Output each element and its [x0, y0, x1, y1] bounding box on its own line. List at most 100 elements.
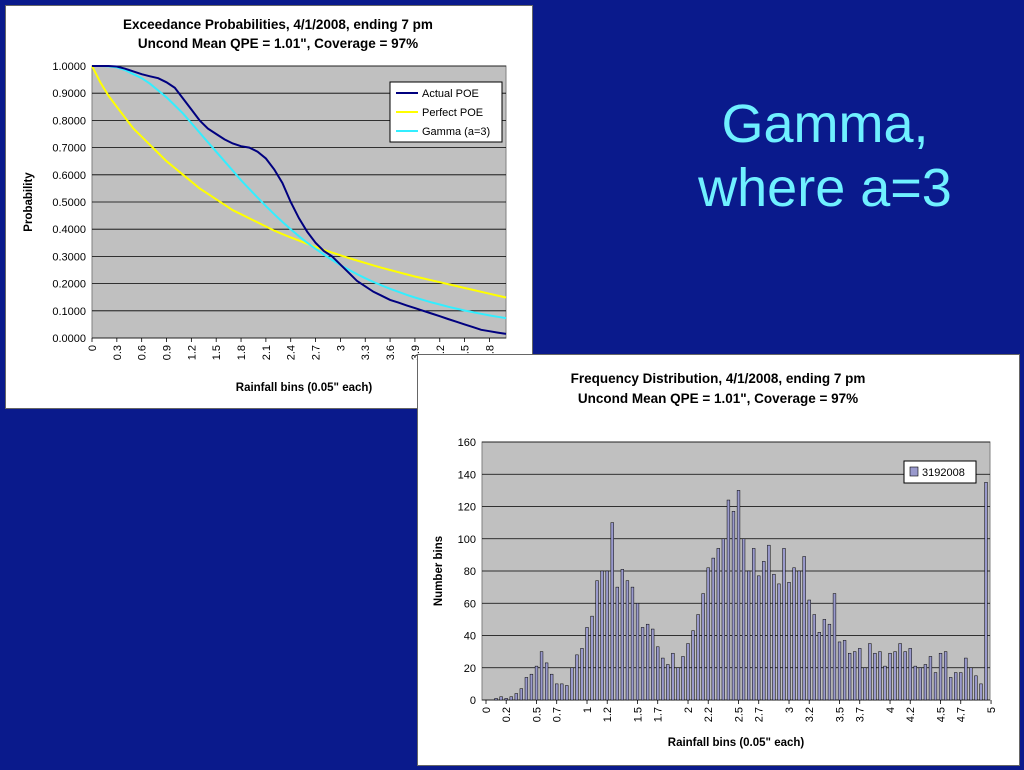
frequency-bar — [620, 569, 625, 701]
exceedance-x-tick-label: 0.6 — [137, 345, 149, 360]
frequency-x-tick-label: 0.5 — [532, 707, 544, 722]
frequency-bar — [757, 575, 761, 701]
frequency-x-tick-label: 3.7 — [855, 707, 867, 722]
legend-label-3192008: 3192008 — [922, 467, 965, 479]
frequency-x-tick-label: 0 — [481, 707, 493, 713]
frequency-bar — [772, 573, 776, 701]
frequency-bar — [878, 651, 882, 701]
frequency-x-tick-label: 2.5 — [734, 707, 746, 722]
exceedance-x-tick-label: 2.7 — [311, 345, 323, 360]
frequency-bar — [853, 651, 857, 701]
exceedance-x-tick-label: 1.2 — [186, 345, 198, 360]
frequency-bar — [787, 582, 791, 701]
frequency-bar — [782, 548, 786, 701]
frequency-bar — [827, 623, 832, 701]
frequency-bar — [731, 511, 736, 701]
frequency-chart-panel: Frequency Distribution, 4/1/2008, ending… — [417, 354, 1020, 766]
frequency-bar — [918, 667, 922, 701]
frequency-y-tick-label: 160 — [458, 437, 476, 449]
frequency-bar — [539, 651, 544, 701]
exceedance-x-tick-label: 0.9 — [162, 345, 174, 360]
frequency-x-tick-label: 3.5 — [835, 707, 847, 722]
frequency-bar — [605, 570, 609, 701]
frequency-bar — [661, 657, 665, 701]
frequency-bar — [938, 652, 943, 701]
exceedance-chart-title: Exceedance Probabilities, 4/1/2008, endi… — [123, 17, 433, 32]
exceedance-y-axis-label: Probability — [23, 172, 35, 232]
frequency-bar — [842, 640, 847, 701]
exceedance-y-tick-label: 0.7000 — [52, 143, 86, 155]
frequency-bar — [656, 646, 660, 701]
frequency-bar — [868, 643, 872, 701]
slide-title-line2: where a=3 — [698, 158, 952, 218]
exceedance-y-tick-label: 0.5000 — [52, 197, 86, 209]
frequency-x-tick-label: 3 — [784, 707, 796, 713]
frequency-bar — [903, 651, 907, 701]
exceedance-x-tick-label: 0 — [87, 345, 99, 351]
frequency-bar — [746, 570, 751, 701]
frequency-bar — [494, 698, 498, 701]
frequency-bar — [529, 673, 534, 701]
frequency-bar — [560, 683, 564, 701]
frequency-x-tick-label: 4.7 — [956, 707, 968, 722]
frequency-bar — [802, 556, 806, 701]
exceedance-y-tick-label: 0.8000 — [52, 115, 86, 127]
frequency-x-tick-label: 2 — [683, 707, 695, 713]
frequency-bar — [716, 548, 720, 701]
frequency-bar — [777, 583, 781, 701]
frequency-x-tick-label: 4.5 — [936, 707, 948, 722]
frequency-y-tick-label: 0 — [470, 695, 476, 707]
exceedance-x-tick-label: 2.4 — [286, 345, 298, 360]
frequency-x-tick-label: 0.2 — [501, 707, 513, 722]
frequency-chart-subtitle: Uncond Mean QPE = 1.01", Coverage = 97% — [578, 391, 858, 406]
frequency-bar — [959, 672, 963, 701]
frequency-bar — [984, 482, 988, 701]
frequency-bar — [519, 688, 523, 701]
frequency-bar — [964, 657, 968, 701]
frequency-bar — [686, 643, 690, 701]
frequency-x-tick-label: 1.2 — [602, 707, 614, 722]
frequency-bar — [893, 651, 897, 701]
exceedance-chart: Exceedance Probabilities, 4/1/2008, endi… — [23, 17, 507, 394]
frequency-bar — [888, 652, 892, 701]
frequency-chart: Frequency Distribution, 4/1/2008, ending… — [433, 371, 998, 749]
exceedance-x-tick-label: 3 — [335, 345, 347, 351]
frequency-bar — [544, 662, 549, 701]
frequency-bar — [943, 651, 948, 701]
frequency-bar — [610, 522, 614, 701]
frequency-bar — [640, 627, 645, 701]
frequency-x-tick-label: 4 — [885, 707, 897, 713]
frequency-bar — [625, 580, 630, 701]
frequency-bar — [837, 641, 842, 701]
frequency-bar — [630, 586, 635, 701]
exceedance-y-tick-label: 1.0000 — [52, 61, 86, 73]
frequency-bar — [848, 652, 852, 701]
frequency-x-tick-label: 0.7 — [552, 707, 564, 722]
frequency-bar — [635, 603, 640, 701]
frequency-x-axis-label: Rainfall bins (0.05" each) — [668, 737, 805, 749]
frequency-bar — [923, 664, 928, 701]
frequency-bar — [807, 599, 811, 701]
frequency-bar — [969, 667, 973, 701]
frequency-bar — [812, 614, 816, 701]
frequency-bar — [928, 656, 933, 701]
exceedance-legend: Actual POE Perfect POE Gamma (a=3) — [389, 81, 503, 143]
exceedance-y-tick-label: 0.3000 — [52, 251, 86, 263]
exceedance-x-tick-label: 3.3 — [360, 345, 372, 360]
frequency-bar — [524, 677, 529, 701]
frequency-x-tick-label: 4.2 — [905, 707, 917, 722]
frequency-y-tick-label: 60 — [464, 598, 476, 610]
exceedance-chart-subtitle: Uncond Mean QPE = 1.01", Coverage = 97% — [138, 36, 418, 51]
frequency-bar — [762, 561, 766, 701]
frequency-y-tick-label: 80 — [464, 566, 476, 578]
frequency-bar — [499, 696, 503, 701]
frequency-bar — [908, 648, 912, 701]
frequency-bar — [979, 683, 983, 701]
exceedance-y-tick-label: 0.2000 — [52, 279, 86, 291]
frequency-bar — [767, 544, 771, 701]
frequency-x-tick-label: 3.2 — [804, 707, 816, 722]
exceedance-chart-panel: Exceedance Probabilities, 4/1/2008, endi… — [5, 5, 533, 409]
frequency-bar — [645, 623, 650, 701]
frequency-bar — [504, 698, 508, 701]
frequency-bar — [701, 593, 705, 701]
